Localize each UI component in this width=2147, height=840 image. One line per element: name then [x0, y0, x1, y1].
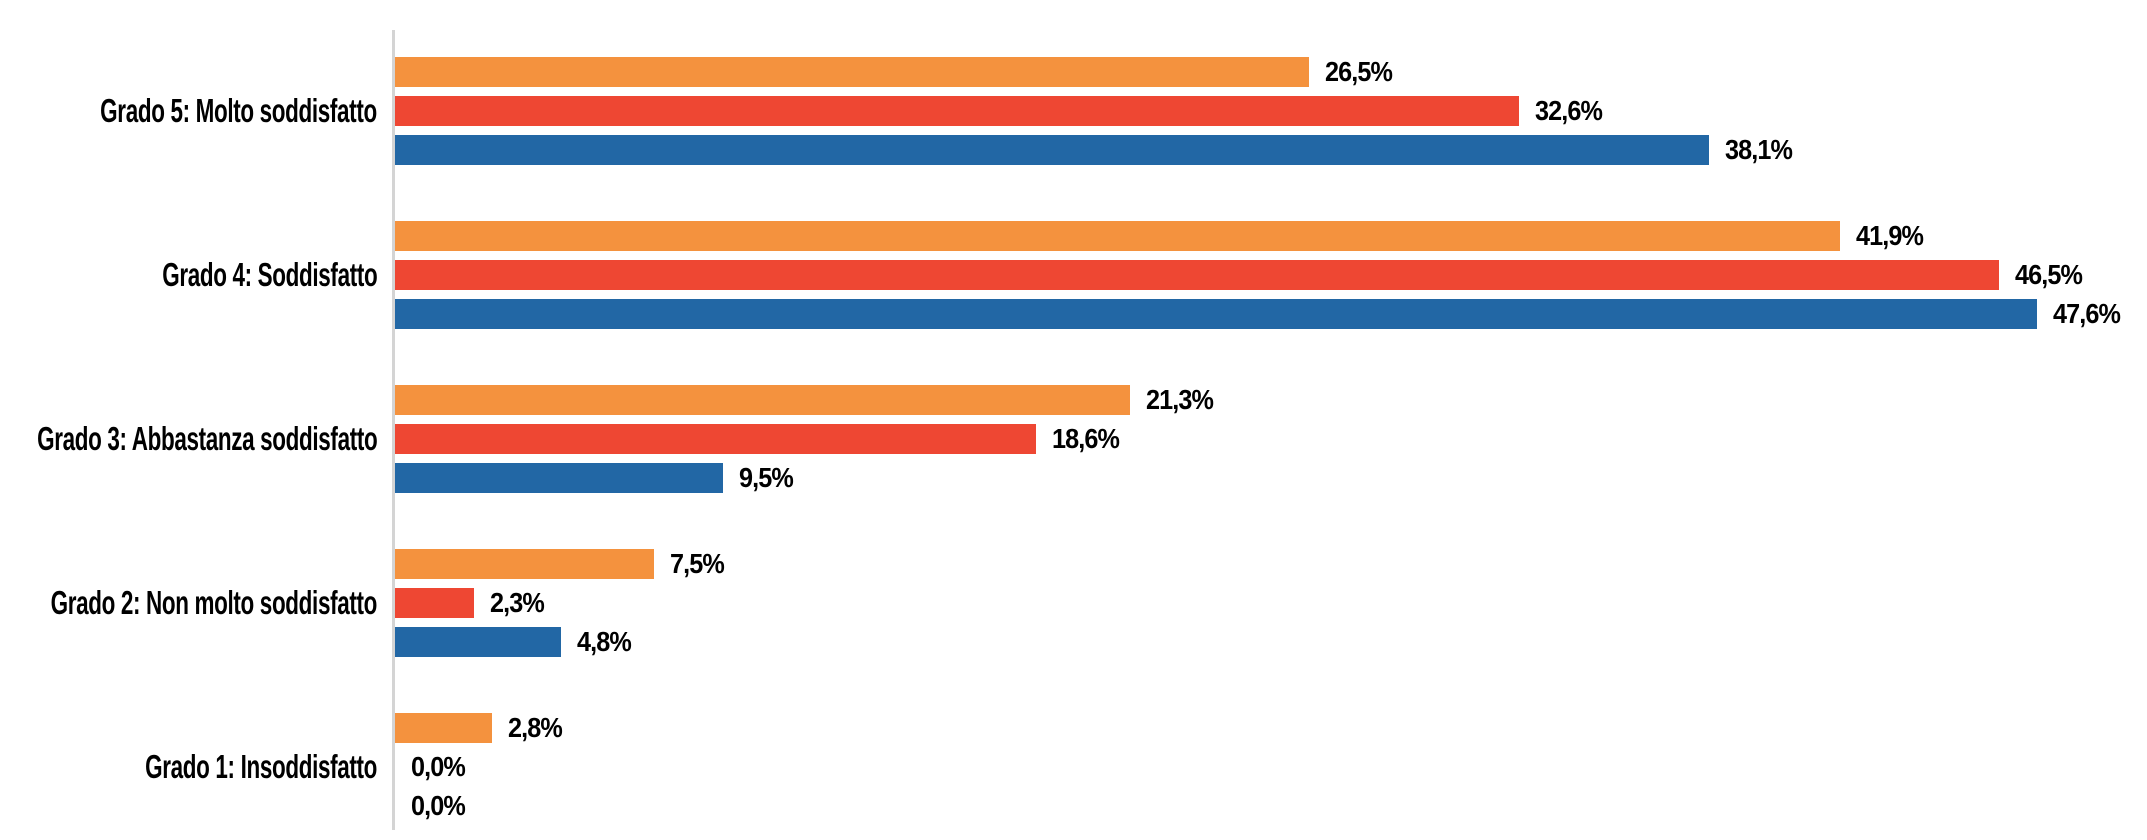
- category-label-text: Grado 4: Soddisfatto: [161, 256, 377, 293]
- value-label: 0,0%: [411, 790, 466, 821]
- value-label: 4,8%: [576, 626, 632, 657]
- category-label-text: Grado 3: Abbastanza soddisfatto: [36, 420, 378, 457]
- value-label: 32,6%: [1535, 95, 1603, 126]
- bar-row-blue-series: 9,5%: [395, 462, 2147, 493]
- value-label: 0,0%: [411, 751, 466, 782]
- bar-row-red-series: 32,6%: [395, 95, 2147, 126]
- bar-row-orange-series: 2,8%: [395, 712, 2147, 743]
- category-label: Grado 5: Molto soddisfatto: [0, 57, 377, 165]
- bar-red-series: [395, 588, 475, 618]
- bar-orange-series: [395, 385, 1130, 415]
- category-group-5: Grado 5: Molto soddisfatto 26,5% 32,6% 3…: [0, 56, 2147, 165]
- bar-row-red-series: 46,5%: [395, 259, 2147, 290]
- bar-row-red-series: 2,3%: [395, 587, 2147, 618]
- value-label: 46,5%: [2014, 259, 2083, 290]
- value-label: 26,5%: [1324, 56, 1393, 87]
- value-label: 2,8%: [507, 712, 563, 743]
- bar-orange-series: [395, 57, 1309, 87]
- bar-rows: 21,3% 18,6% 9,5%: [395, 384, 2147, 493]
- bar-red-series: [395, 260, 1999, 290]
- bar-row-red-series: 0,0%: [395, 751, 2147, 782]
- value-label: 7,5%: [669, 548, 725, 579]
- category-group-1: Grado 1: Insoddisfatto 2,8% 0,0% 0,0%: [0, 712, 2147, 821]
- bar-blue-series: [395, 627, 561, 657]
- bar-row-blue-series: 38,1%: [395, 134, 2147, 165]
- bar-row-red-series: 18,6%: [395, 423, 2147, 454]
- category-group-4: Grado 4: Soddisfatto 41,9% 46,5% 47,6%: [0, 220, 2147, 329]
- category-label-text: Grado 5: Molto soddisfatto: [100, 92, 377, 129]
- category-label: Grado 3: Abbastanza soddisfatto: [0, 385, 378, 493]
- bar-row-blue-series: 0,0%: [395, 790, 2147, 821]
- bar-red-series: [395, 96, 1520, 126]
- bar-orange-series: [395, 549, 654, 579]
- bar-rows: 26,5% 32,6% 38,1%: [395, 56, 2147, 165]
- bar-row-orange-series: 21,3%: [395, 384, 2147, 415]
- bar-row-blue-series: 4,8%: [395, 626, 2147, 657]
- bar-row-orange-series: 7,5%: [395, 548, 2147, 579]
- bar-row-orange-series: 41,9%: [395, 220, 2147, 251]
- category-label: Grado 1: Insoddisfatto: [0, 713, 377, 821]
- bar-blue-series: [395, 135, 1709, 165]
- category-group-2: Grado 2: Non molto soddisfatto 7,5% 2,3%…: [0, 548, 2147, 657]
- bar-orange-series: [395, 221, 1841, 251]
- value-label: 47,6%: [2052, 298, 2121, 329]
- bar-rows: 7,5% 2,3% 4,8%: [395, 548, 2147, 657]
- value-label: 2,3%: [490, 587, 545, 618]
- category-label: Grado 2: Non molto soddisfatto: [0, 549, 378, 657]
- value-label: 21,3%: [1145, 384, 1214, 415]
- category-label: Grado 4: Soddisfatto: [0, 221, 377, 329]
- category-label-text: Grado 1: Insoddisfatto: [145, 748, 377, 785]
- bar-red-series: [395, 424, 1037, 454]
- bar-rows: 41,9% 46,5% 47,6%: [395, 220, 2147, 329]
- bar-blue-series: [395, 299, 2037, 329]
- category-label-text: Grado 2: Non molto soddisfatto: [50, 584, 378, 621]
- value-label: 38,1%: [1725, 134, 1793, 165]
- bar-rows: 2,8% 0,0% 0,0%: [395, 712, 2147, 821]
- category-group-3: Grado 3: Abbastanza soddisfatto 21,3% 18…: [0, 384, 2147, 493]
- value-label: 41,9%: [1856, 220, 1924, 251]
- bar-orange-series: [395, 713, 492, 743]
- bar-row-blue-series: 47,6%: [395, 298, 2147, 329]
- bar-row-orange-series: 26,5%: [395, 56, 2147, 87]
- y-axis-line: [392, 30, 395, 830]
- value-label: 18,6%: [1052, 423, 1120, 454]
- bar-blue-series: [395, 463, 723, 493]
- value-label: 9,5%: [738, 462, 794, 493]
